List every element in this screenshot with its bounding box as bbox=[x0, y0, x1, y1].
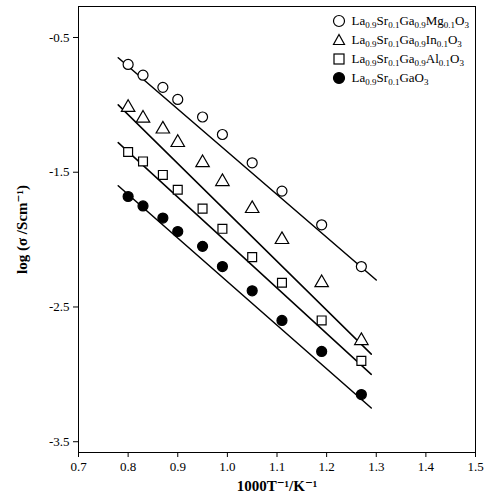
html-text:La0.9Sr0.1Ga0.9In0.1O3: La0.9Sr0.1Ga0.9In0.1O3 bbox=[351, 32, 462, 49]
svg-text:0.9: 0.9 bbox=[170, 459, 186, 474]
svg-text:1.2: 1.2 bbox=[319, 459, 335, 474]
svg-text:1.4: 1.4 bbox=[418, 459, 435, 474]
svg-text:1000T⁻¹/K⁻¹: 1000T⁻¹/K⁻¹ bbox=[237, 478, 318, 494]
svg-text:1.5: 1.5 bbox=[467, 459, 483, 474]
html-text:La0.9Sr0.1GaO3: La0.9Sr0.1GaO3 bbox=[351, 70, 429, 87]
svg-text:-1.5: -1.5 bbox=[49, 164, 70, 179]
svg-text:1.0: 1.0 bbox=[219, 459, 235, 474]
svg-text:1.1: 1.1 bbox=[269, 459, 285, 474]
svg-text:log (σ /Scm⁻¹): log (σ /Scm⁻¹) bbox=[14, 185, 31, 274]
svg-text:-0.5: -0.5 bbox=[49, 30, 70, 45]
svg-text:0.7: 0.7 bbox=[70, 459, 87, 474]
svg-text:0.8: 0.8 bbox=[120, 459, 136, 474]
html-text:La0.9Sr0.1Ga0.9Mg0.1O3: La0.9Sr0.1Ga0.9Mg0.1O3 bbox=[351, 13, 469, 30]
html-text:La0.9Sr0.1Ga0.9Al0.1O3: La0.9Sr0.1Ga0.9Al0.1O3 bbox=[351, 51, 464, 68]
svg-text:1.3: 1.3 bbox=[368, 459, 384, 474]
svg-text:-2.5: -2.5 bbox=[49, 299, 70, 314]
svg-text:-3.5: -3.5 bbox=[49, 434, 70, 449]
